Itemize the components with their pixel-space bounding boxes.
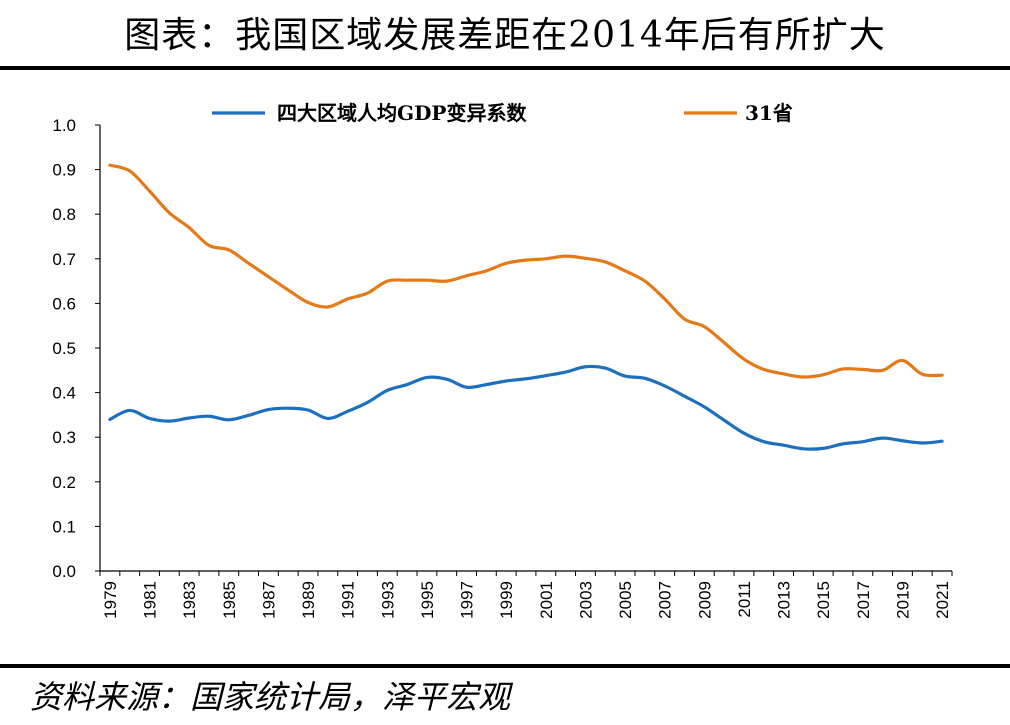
x-tick-label: 2003: [576, 581, 595, 619]
x-tick-label: 2021: [933, 581, 952, 619]
x-tick-label: 1987: [259, 581, 278, 619]
x-tick-label: 1993: [378, 581, 397, 619]
y-tick-label: 0.4: [52, 384, 76, 403]
series-lines: [108, 163, 944, 451]
x-tick-label: 2019: [893, 581, 912, 619]
x-tick-label: 2009: [695, 581, 714, 619]
y-tick-label: 0.6: [52, 294, 76, 313]
top-divider: [0, 66, 1010, 70]
x-tick-label: 2001: [537, 581, 556, 619]
y-tick-label: 0.7: [52, 250, 76, 269]
x-tick-label: 2015: [814, 581, 833, 619]
chart-legend: 四大区域人均GDP变异系数 31省: [212, 101, 793, 125]
x-tick-label: 2011: [735, 581, 754, 618]
y-tick-label: 0.1: [52, 517, 76, 536]
x-tick-label: 1991: [339, 581, 358, 619]
series-line-1: [108, 163, 944, 379]
series-line-0: [108, 364, 944, 451]
bottom-divider: [0, 664, 1010, 668]
x-tick-label: 1983: [180, 581, 199, 619]
x-tick-label: 1989: [299, 581, 318, 619]
y-tick-label: 1.0: [52, 116, 76, 135]
y-axis-ticks: 0.0 0.1 0.2 0.3 0.4 0.5 0.6 0.7 0.8 0.9 1.0: [52, 116, 100, 581]
x-tick-label: 1985: [220, 581, 239, 619]
y-tick-label: 0.5: [52, 339, 76, 358]
x-tick-label: 1995: [418, 581, 437, 619]
y-tick-label: 0.0: [52, 562, 76, 581]
legend-label-0: 四大区域人均GDP变异系数: [277, 101, 527, 125]
x-tick-label: 1979: [101, 581, 120, 619]
x-tick-label: 1997: [458, 581, 477, 619]
y-tick-label: 0.2: [52, 473, 76, 492]
source-note: 资料来源：国家统计局，泽平宏观: [30, 678, 511, 716]
y-tick-label: 0.8: [52, 205, 76, 224]
x-tick-label: 2013: [775, 581, 794, 619]
x-tick-label: 2017: [854, 581, 873, 619]
x-tick-label: 2005: [616, 581, 635, 619]
x-tick-label: 1999: [497, 581, 516, 619]
x-axis-ticks: 1979 1981 1983 1985 1987 1989 1991 1993 1995 1997…: [99, 571, 953, 619]
chart-axes: [99, 125, 952, 572]
x-tick-label: 2007: [656, 581, 675, 619]
x-tick-label: 1981: [141, 581, 160, 619]
legend-label-1: 31省: [745, 101, 793, 125]
page-title: 图表：我国区域发展差距在2014年后有所扩大: [124, 15, 886, 56]
y-tick-label: 0.9: [52, 161, 76, 180]
y-tick-label: 0.3: [52, 428, 76, 447]
